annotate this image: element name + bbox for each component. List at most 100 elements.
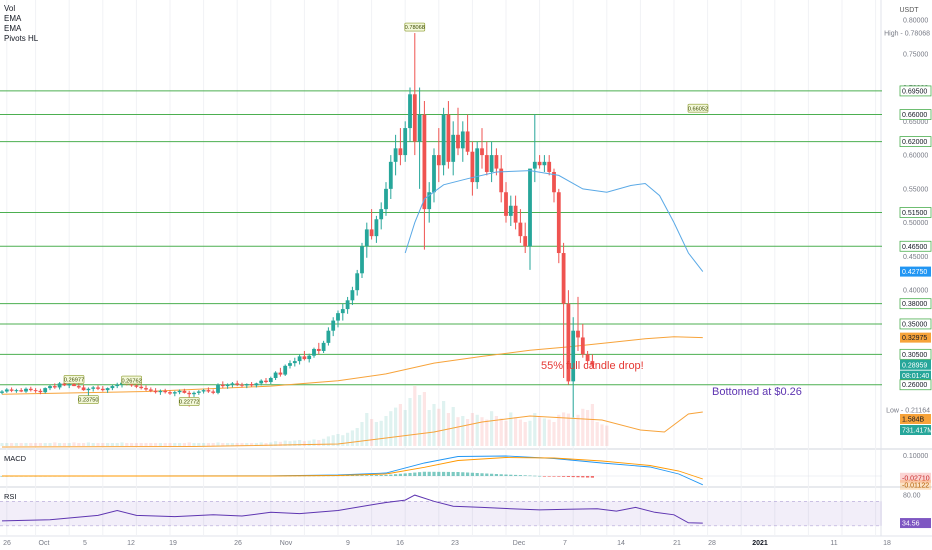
- candle-body: [321, 342, 326, 351]
- candle-body: [561, 253, 566, 304]
- volume-bar: [221, 443, 225, 446]
- volume-bar: [144, 443, 148, 446]
- candle-body: [235, 383, 240, 385]
- volume-bar: [48, 443, 52, 446]
- candle-body: [374, 219, 379, 237]
- candle-body: [489, 155, 494, 172]
- volume-bar: [77, 443, 81, 446]
- volume-bar: [566, 413, 570, 446]
- volume-bar: [235, 443, 239, 446]
- volume-bar: [490, 411, 494, 446]
- candle-body: [86, 388, 91, 391]
- candle-body: [283, 365, 288, 375]
- price-badge-label: 0.66000: [902, 112, 927, 119]
- price-badge-label: 0.26000: [902, 382, 927, 389]
- volume-bar: [269, 442, 273, 446]
- volume-bar: [538, 417, 542, 446]
- volume-bar: [5, 443, 9, 446]
- candle-body: [129, 384, 134, 386]
- volume-bar: [250, 443, 254, 446]
- volume-bar: [494, 416, 498, 446]
- rsi-badge-label: 34.56: [902, 521, 920, 528]
- time-tick-label: 9: [346, 540, 350, 547]
- candle-body: [244, 384, 249, 386]
- candle-body: [48, 386, 52, 389]
- volume-bar: [595, 422, 599, 446]
- candle-body: [513, 205, 518, 223]
- volume-bar: [115, 443, 119, 446]
- candle-body: [384, 188, 388, 210]
- volume-bar: [120, 442, 124, 446]
- macd-histogram-bar: [533, 475, 537, 477]
- candle-body: [422, 114, 427, 210]
- macd-histogram-bar: [494, 474, 498, 476]
- macd-histogram-bar: [427, 471, 431, 476]
- price-badge-label: 0.69500: [902, 88, 927, 95]
- macd-histogram-bar: [442, 471, 446, 476]
- candle-body: [148, 389, 153, 391]
- volume-bar: [274, 441, 278, 446]
- rsi-band: [0, 501, 882, 526]
- volume-bar: [586, 410, 590, 446]
- volume-bar: [230, 443, 234, 446]
- volume-bar: [86, 442, 90, 446]
- volume-bar: [542, 418, 546, 446]
- macd-histogram-bar: [542, 476, 546, 477]
- volume-badge-label: 731.417M: [902, 428, 932, 435]
- volume-bar: [576, 414, 580, 446]
- candle-body: [158, 390, 163, 393]
- price-badge-label: 0.30500: [902, 352, 927, 359]
- candle-body: [76, 386, 81, 388]
- macd-signal-badge: [900, 479, 931, 490]
- candle-body: [110, 386, 115, 389]
- volume-bar: [62, 443, 66, 446]
- macd-histogram-bar: [562, 476, 566, 477]
- candle-body: [264, 380, 268, 383]
- macd-badge: [900, 472, 931, 483]
- candle-body: [393, 148, 398, 162]
- time-tick-label: Nov: [280, 540, 293, 547]
- volume-bar: [509, 412, 513, 446]
- candle-body: [436, 155, 441, 166]
- volume-bar: [485, 419, 489, 446]
- price-badge: [899, 318, 932, 330]
- volume-bar: [533, 413, 537, 446]
- annotation-bottom: Bottomed at $0.26: [712, 386, 802, 398]
- candle-body: [192, 392, 196, 395]
- macd-histogram-bar: [552, 476, 556, 477]
- candle-body: [52, 386, 57, 388]
- candle-body: [494, 155, 499, 169]
- rsi-badge: [900, 518, 931, 529]
- rsi-axis-label: 80.00: [903, 493, 921, 500]
- candle-body: [259, 380, 264, 384]
- candle-body: [254, 383, 259, 386]
- time-tick-label: 21: [673, 540, 681, 547]
- candle-body: [576, 330, 580, 338]
- volume-bar: [173, 443, 177, 446]
- macd-histogram-bar: [475, 473, 479, 476]
- candle-body: [249, 384, 254, 386]
- macd-histogram-bar: [461, 472, 465, 476]
- volume-bar: [403, 410, 407, 446]
- legend-ema-1: EMA: [4, 14, 22, 23]
- volume-badge: [900, 414, 931, 424]
- pivot-label-box: [404, 22, 426, 32]
- macd-histogram-bar: [446, 471, 450, 476]
- legend-pivots: Pivots HL: [4, 34, 39, 43]
- price-badge: [899, 240, 932, 252]
- volume-bar: [504, 420, 508, 446]
- macd-histogram-bar: [437, 471, 441, 476]
- pivot-label: 0.22772: [179, 400, 199, 406]
- macd-histogram-bar: [350, 475, 354, 476]
- volume-bar: [581, 408, 585, 446]
- ema-long-line: [1, 336, 703, 395]
- candle-body: [350, 290, 355, 301]
- macd-histogram-bar: [499, 474, 503, 476]
- macd-histogram-bar: [590, 476, 594, 478]
- candle-body: [38, 390, 43, 393]
- volume-bar: [312, 439, 316, 446]
- candle-body: [225, 384, 230, 387]
- currency-label: USDT: [899, 7, 919, 14]
- volume-bar: [101, 443, 105, 446]
